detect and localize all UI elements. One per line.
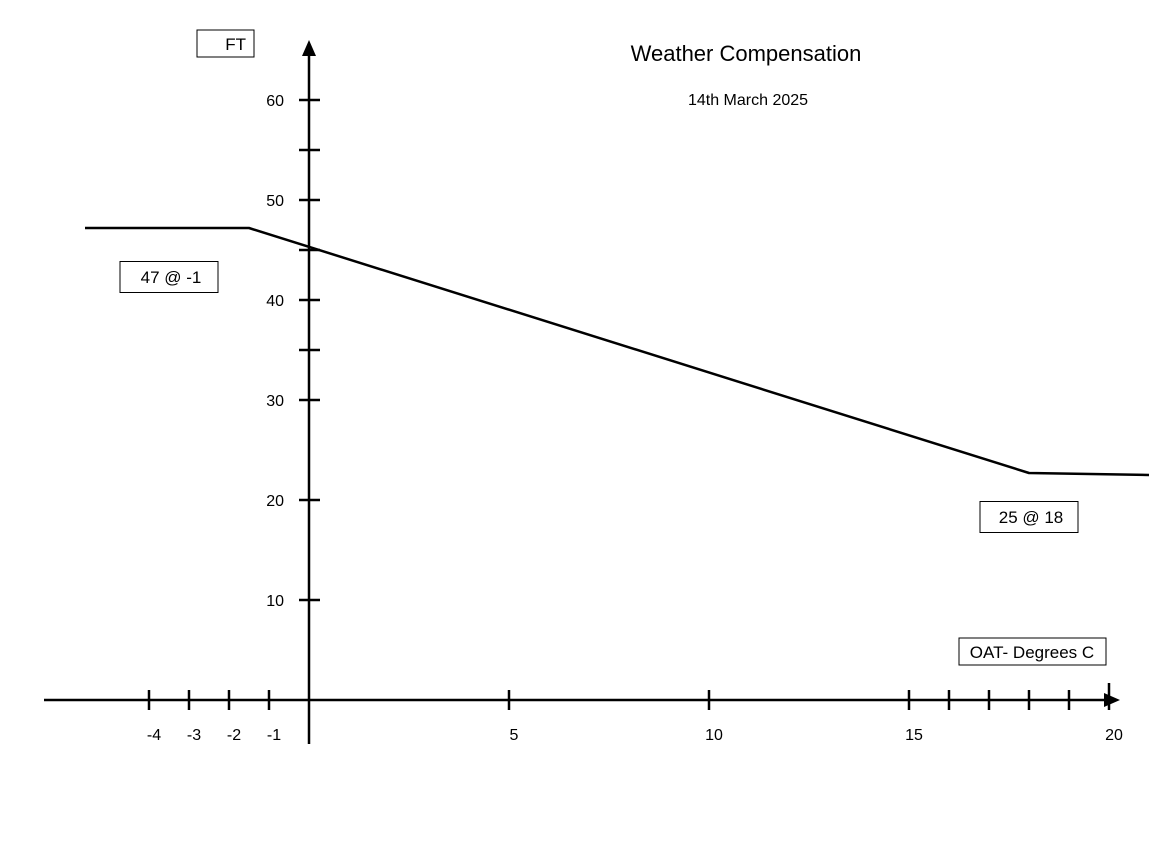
ticks-layer — [147, 98, 1111, 710]
y-tick-label: 60 — [266, 93, 284, 110]
annotation-box — [979, 501, 1079, 533]
x-axis-arrow — [1104, 693, 1120, 707]
y-axis-label-box — [196, 29, 255, 58]
labels-layer: -4 -3 -2 -1 5 10 15 20 10 20 30 40 50 60 FT OAT- Degree… — [119, 29, 1123, 744]
annotation-label: 47 @ -1 — [141, 268, 202, 287]
y-tick-label: 40 — [266, 293, 284, 310]
series-line — [85, 226, 1150, 477]
chart-title: Weather Compensation — [631, 41, 862, 66]
annotation-label: 25 @ 18 — [999, 508, 1064, 527]
x-tick-label: 15 — [905, 727, 923, 744]
x-tick-label: -1 — [267, 727, 281, 744]
x-axis-label-box — [958, 637, 1107, 666]
y-axis-arrow — [302, 40, 316, 56]
axes-layer — [44, 40, 1120, 744]
x-tick-label: -2 — [227, 727, 241, 744]
y-tick-label: 30 — [266, 393, 284, 410]
x-tick-label: 20 — [1105, 727, 1123, 744]
x-tick-label: -3 — [187, 727, 201, 744]
x-tick-label: -4 — [147, 727, 161, 744]
y-tick-label: 20 — [266, 493, 284, 510]
y-tick-label: 10 — [266, 593, 284, 610]
series-layer — [85, 226, 1150, 477]
chart-subtitle: 14th March 2025 — [688, 92, 808, 109]
x-tick-label: 10 — [705, 727, 723, 744]
annotation-box — [119, 261, 219, 293]
x-tick-label: 5 — [510, 727, 519, 744]
y-axis-label: FT — [225, 35, 246, 54]
y-tick-label: 50 — [266, 193, 284, 210]
x-axis-label: OAT- Degrees C — [970, 643, 1094, 662]
